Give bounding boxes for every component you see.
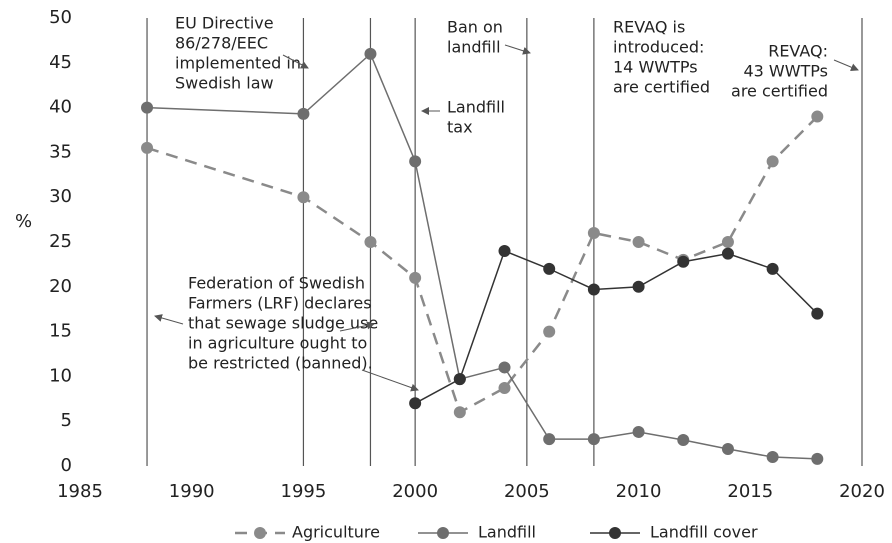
series-line <box>414 249 818 404</box>
y-tick-label: 25 <box>49 231 72 252</box>
annotation: that sewage sludge use <box>188 314 378 333</box>
annotation: tax <box>447 118 473 137</box>
annotation-arrow <box>282 54 309 69</box>
data-point <box>364 236 377 248</box>
annotation-arrow <box>361 369 419 392</box>
data-point <box>677 434 690 447</box>
annotation-arrow <box>154 314 184 325</box>
annotation-arrow <box>339 321 375 332</box>
data-point <box>409 155 422 168</box>
data-point <box>297 107 310 120</box>
data-point <box>766 262 779 275</box>
data-point <box>297 191 310 204</box>
data-point <box>141 141 154 154</box>
y-tick-label: 40 <box>49 97 72 118</box>
data-point <box>498 244 511 257</box>
x-tick-label: 2020 <box>839 481 885 502</box>
data-point <box>364 47 377 60</box>
data-point <box>811 110 824 123</box>
data-point <box>409 271 422 284</box>
x-tick-label: 2015 <box>727 481 773 502</box>
y-tick-label: 10 <box>49 365 72 386</box>
annotation: 14 WWTPs <box>613 58 698 77</box>
x-tick-label: 2005 <box>504 481 550 502</box>
data-point <box>721 236 734 248</box>
annotation: introduced: <box>613 38 704 57</box>
annotation: in agriculture ought to <box>188 334 367 353</box>
data-point <box>632 236 645 248</box>
data-point <box>632 280 645 293</box>
data-point <box>543 433 556 446</box>
data-point <box>766 155 779 168</box>
annotation: Farmers (LRF) declares <box>188 294 372 313</box>
y-tick-label: 0 <box>61 455 72 476</box>
data-point <box>543 262 556 275</box>
data-point <box>587 433 600 446</box>
annotation: EU Directive <box>175 14 274 33</box>
annotation: are certified <box>731 82 828 101</box>
data-point <box>543 325 556 338</box>
x-tick-label: 2000 <box>392 481 438 502</box>
legend-marker <box>609 527 621 539</box>
x-tick-label: 1990 <box>169 481 215 502</box>
annotation: Federation of Swedish <box>188 274 365 293</box>
legend-marker <box>254 527 266 539</box>
annotation: 86/278/EEC <box>175 34 268 53</box>
data-point <box>721 247 734 260</box>
legend-label: Landfill <box>478 523 536 542</box>
data-point <box>141 101 154 114</box>
y-tick-label: 30 <box>49 186 72 207</box>
data-point <box>811 452 824 465</box>
y-axis-label: % <box>15 211 32 232</box>
annotation: REVAQ is <box>613 18 685 37</box>
y-tick-label: 50 <box>49 7 72 28</box>
annotation: implemented in <box>175 54 301 73</box>
x-tick-label: 1995 <box>281 481 327 502</box>
data-point <box>587 283 600 296</box>
annotation: are certified <box>613 78 710 97</box>
annotation: Ban on <box>447 18 503 37</box>
legend-label: Agriculture <box>292 523 380 542</box>
data-point <box>632 425 645 438</box>
annotation: landfill <box>447 38 501 57</box>
data-point <box>453 406 466 419</box>
data-point <box>721 442 734 455</box>
y-tick-label: 35 <box>49 141 72 162</box>
y-tick-label: 45 <box>49 52 72 73</box>
data-point <box>498 382 511 395</box>
annotation: 43 WWTPs <box>743 62 828 81</box>
annotation: Landfill <box>447 98 505 117</box>
legend-marker <box>437 527 449 539</box>
y-tick-label: 15 <box>49 321 72 342</box>
annotation-arrow <box>833 59 859 71</box>
legend-label: Landfill cover <box>650 523 758 542</box>
data-point <box>498 361 511 374</box>
annotation-arrow <box>504 44 531 55</box>
data-point <box>409 397 422 410</box>
data-point <box>811 307 824 320</box>
data-point <box>587 227 600 240</box>
x-tick-label: 2010 <box>616 481 662 502</box>
annotation: Swedish law <box>175 74 274 93</box>
data-point <box>766 451 779 464</box>
annotation: be restricted (banned). <box>188 354 373 373</box>
y-tick-label: 20 <box>49 276 72 297</box>
x-tick-label: 1985 <box>57 481 103 502</box>
annotation: REVAQ: <box>768 42 828 61</box>
y-tick-label: 5 <box>61 410 72 431</box>
data-point <box>453 373 466 386</box>
data-point <box>677 255 690 268</box>
